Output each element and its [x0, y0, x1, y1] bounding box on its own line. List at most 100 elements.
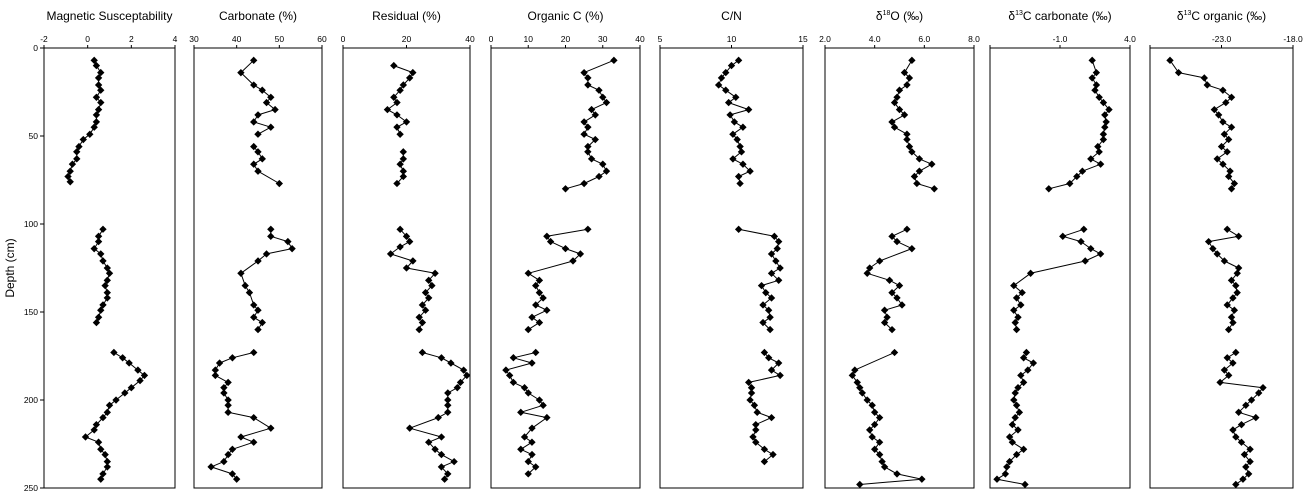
x-tick-label: 15	[798, 34, 808, 44]
data-point	[746, 396, 754, 404]
data-point	[453, 384, 461, 392]
data-point	[888, 325, 896, 334]
data-point	[1229, 426, 1237, 434]
series-line-segment	[85, 352, 145, 480]
data-point	[463, 371, 471, 380]
data-point	[1021, 480, 1029, 489]
data-point	[863, 269, 871, 277]
data-point	[415, 313, 423, 321]
data-point	[437, 433, 446, 441]
panel-7: δ13C carbonate (‰) -1.0 4.0	[989, 9, 1136, 489]
data-point	[1232, 480, 1240, 489]
panel-title: δ13C carbonate (‰)	[1008, 9, 1111, 23]
panel-2: Carbonate (%) 30 40 50 60	[189, 9, 327, 489]
data-point	[1232, 348, 1240, 357]
data-point	[535, 288, 544, 297]
data-point	[591, 111, 599, 119]
data-point	[532, 301, 540, 309]
data-point	[418, 301, 427, 309]
data-point	[1012, 450, 1021, 459]
data-point	[1166, 56, 1174, 65]
data-point	[406, 237, 414, 246]
data-point	[736, 142, 744, 151]
data-point	[444, 396, 452, 404]
data-point	[528, 438, 536, 446]
data-point	[1010, 396, 1018, 404]
data-point	[868, 433, 876, 441]
data-point	[599, 160, 607, 168]
data-point	[103, 294, 111, 302]
data-point	[724, 98, 733, 107]
data-point	[224, 450, 232, 459]
data-point	[895, 86, 904, 94]
data-point	[561, 185, 570, 193]
data-point	[853, 378, 861, 387]
data-point	[383, 105, 392, 114]
panel-frame	[989, 47, 1131, 489]
data-point	[66, 178, 74, 186]
data-point	[425, 294, 433, 302]
data-point	[1203, 81, 1211, 89]
data-point	[267, 93, 275, 101]
panel-5: C/N 5 10 15	[658, 9, 808, 489]
data-point	[1045, 185, 1053, 193]
data-point	[1014, 384, 1022, 392]
data-point	[101, 450, 109, 459]
data-point	[396, 243, 404, 251]
x-tick-label: 30	[189, 34, 199, 44]
x-tick-label: 10	[524, 34, 534, 44]
data-point	[775, 276, 783, 284]
data-point	[110, 348, 118, 357]
panel-frame	[43, 47, 176, 489]
data-point	[752, 426, 760, 434]
data-point	[250, 160, 258, 168]
data-point	[1230, 179, 1239, 188]
data-point	[576, 250, 585, 258]
data-point	[722, 86, 730, 94]
y-tick-label: 0	[33, 43, 38, 53]
data-point	[390, 61, 398, 70]
data-point	[1095, 148, 1103, 156]
panel-title: Carbonate (%)	[219, 9, 297, 23]
data-point	[524, 389, 532, 397]
data-point	[928, 160, 936, 168]
data-point	[1223, 148, 1231, 156]
data-point	[254, 148, 262, 156]
data-point	[875, 438, 884, 446]
data-point	[524, 325, 532, 334]
data-point	[386, 250, 395, 258]
data-point	[250, 142, 258, 151]
data-point	[775, 237, 783, 246]
x-tick-label: 0	[489, 34, 494, 44]
data-point	[993, 475, 1001, 483]
data-point	[714, 81, 723, 89]
data-point	[228, 470, 237, 478]
data-point	[396, 160, 404, 168]
data-point	[908, 244, 916, 253]
x-tick-label: 50	[275, 34, 285, 44]
data-point	[870, 408, 879, 416]
data-point	[898, 301, 906, 309]
data-point	[73, 148, 81, 156]
data-point	[856, 383, 864, 392]
data-point	[856, 480, 864, 489]
data-point	[1096, 250, 1105, 258]
data-point	[893, 470, 901, 478]
data-point	[1017, 301, 1025, 309]
data-point	[1001, 470, 1010, 478]
data-point	[866, 264, 874, 272]
data-point	[762, 288, 770, 297]
data-point	[437, 354, 446, 362]
data-point	[1096, 160, 1105, 168]
data-point	[543, 306, 551, 314]
data-point	[92, 111, 101, 119]
data-point	[444, 470, 452, 478]
depth-axis: Depth (cm) 0 50 100 150 200 250	[3, 43, 44, 492]
x-tick-label: 8.0	[968, 34, 980, 44]
data-point	[893, 294, 901, 302]
data-point	[878, 457, 886, 466]
data-point	[930, 185, 938, 193]
data-point	[1080, 225, 1088, 233]
data-point	[895, 281, 904, 290]
x-tick-label: 0	[341, 34, 346, 44]
